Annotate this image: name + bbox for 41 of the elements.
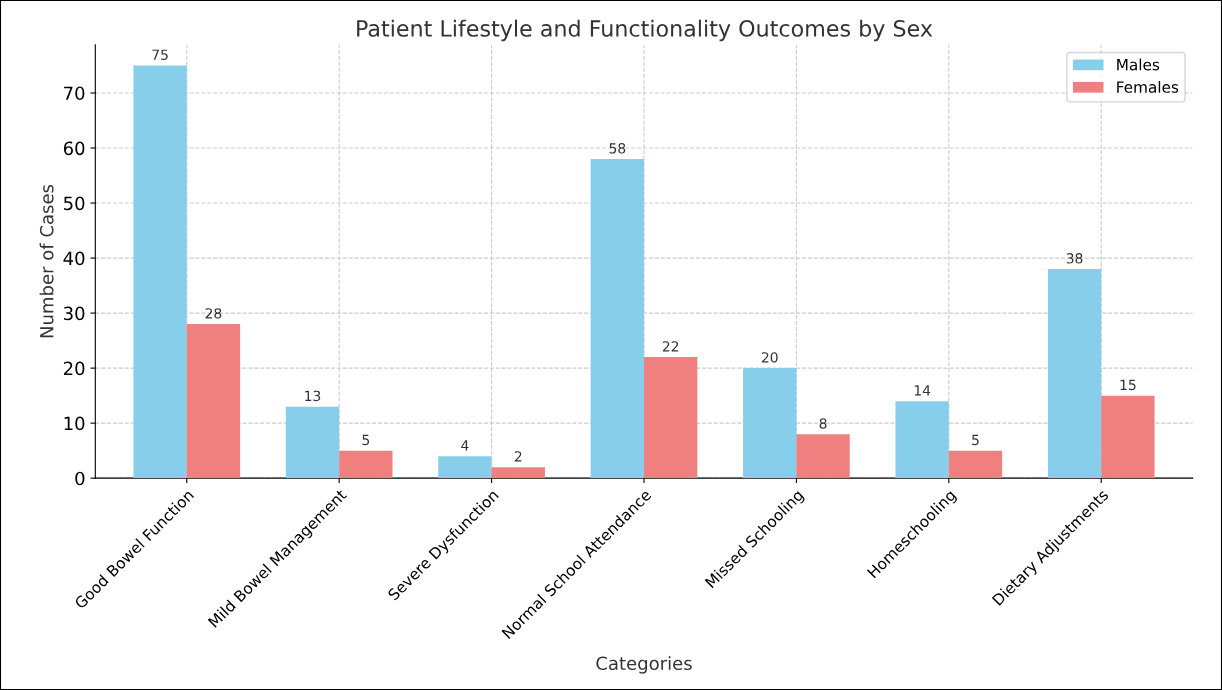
y-tick-label: 40 — [63, 251, 85, 266]
y-tick-label: 30 — [63, 306, 85, 321]
bar — [948, 450, 1003, 479]
data-label: 5 — [972, 434, 979, 446]
data-label: 28 — [205, 308, 222, 319]
data-label: 38 — [1066, 253, 1083, 264]
bar — [285, 406, 340, 479]
bar — [339, 450, 393, 479]
bar — [438, 456, 492, 479]
bar — [743, 368, 797, 479]
bar — [186, 324, 241, 479]
legend-label: Males — [1117, 58, 1160, 71]
bar — [796, 434, 850, 479]
data-label: 20 — [761, 352, 778, 363]
y-axis-title: Number of Cases — [39, 184, 54, 338]
bar — [491, 467, 545, 479]
legend-label: Females — [1117, 81, 1179, 93]
chart-title: Patient Lifestyle and Functionality Outcomes by Sex — [357, 19, 933, 42]
bar — [895, 401, 949, 479]
bar — [133, 65, 187, 479]
y-tick-label: 0 — [75, 471, 85, 486]
y-tick-label: 20 — [63, 361, 85, 376]
y-tick-label: 50 — [64, 196, 85, 211]
bar — [590, 159, 644, 479]
data-label: 4 — [461, 440, 469, 451]
data-label: 75 — [152, 49, 168, 61]
data-label: 13 — [305, 390, 321, 402]
data-label: 58 — [609, 143, 626, 154]
data-label: 8 — [819, 418, 827, 429]
data-label: 5 — [362, 434, 370, 446]
data-label: 15 — [1120, 379, 1136, 391]
bar — [1047, 269, 1102, 479]
y-tick-label: 70 — [64, 86, 85, 101]
data-label: 22 — [662, 341, 679, 352]
x-axis-title: Categories — [596, 656, 692, 674]
y-tick-label: 10 — [64, 416, 85, 431]
data-label: 2 — [514, 451, 522, 462]
y-tick-label: 60 — [63, 141, 85, 156]
data-label: 14 — [914, 385, 931, 396]
bar — [1101, 395, 1155, 479]
bar — [643, 357, 698, 479]
